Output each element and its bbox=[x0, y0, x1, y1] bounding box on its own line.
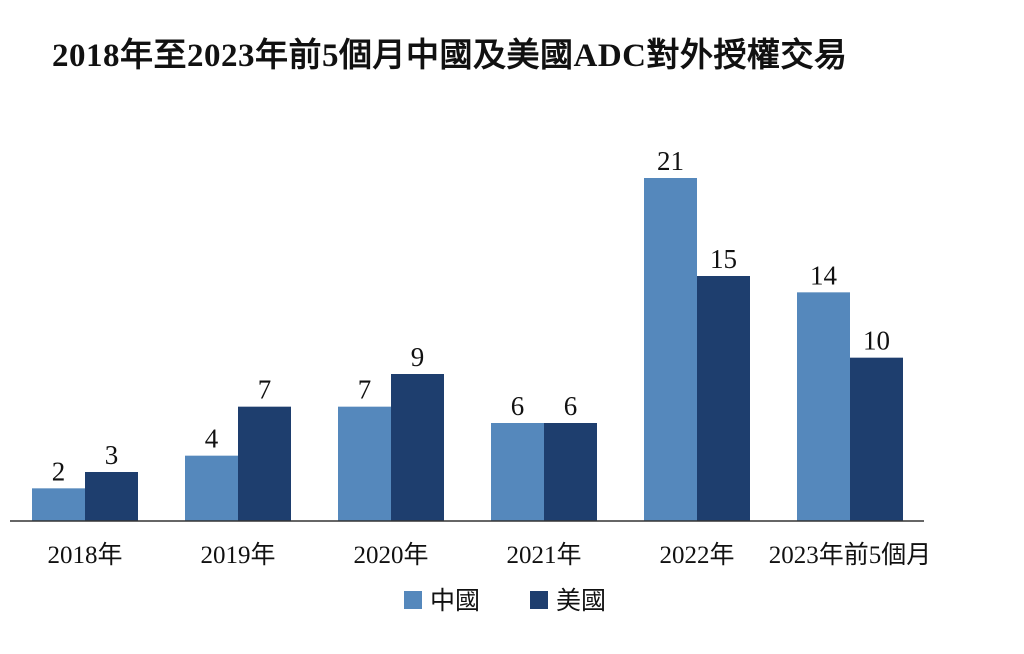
bar-usa-0 bbox=[85, 472, 138, 521]
value-label-usa-0: 3 bbox=[105, 440, 119, 470]
value-label-usa-3: 6 bbox=[564, 391, 578, 421]
value-label-china-5: 14 bbox=[810, 260, 838, 290]
bar-usa-4 bbox=[697, 276, 750, 521]
chart-title: 2018年至2023年前5個月中國及美國ADC對外授權交易 bbox=[52, 38, 848, 74]
bar-usa-5 bbox=[850, 357, 903, 521]
value-label-usa-4: 15 bbox=[710, 244, 737, 274]
value-label-usa-1: 7 bbox=[258, 375, 272, 405]
x-tick-label-2: 2020年 bbox=[353, 541, 428, 569]
value-label-usa-2: 9 bbox=[411, 342, 425, 372]
legend-label-usa: 美國 bbox=[556, 587, 606, 615]
value-label-china-4: 21 bbox=[657, 146, 684, 176]
bar-china-1 bbox=[185, 455, 238, 521]
x-tick-label-0: 2018年 bbox=[47, 541, 122, 569]
x-tick-label-5: 2023年前5個月 bbox=[769, 541, 932, 569]
bar-china-5 bbox=[797, 292, 850, 521]
x-tick-label-1: 2019年 bbox=[200, 541, 275, 569]
value-label-usa-5: 10 bbox=[863, 326, 890, 356]
x-tick-label-3: 2021年 bbox=[506, 541, 581, 569]
value-label-china-1: 4 bbox=[205, 424, 219, 454]
value-label-china-0: 2 bbox=[52, 456, 66, 486]
bar-usa-2 bbox=[391, 374, 444, 521]
bar-usa-1 bbox=[238, 406, 291, 521]
bar-china-3 bbox=[491, 423, 544, 521]
value-label-china-3: 6 bbox=[511, 391, 525, 421]
legend-swatch-usa bbox=[530, 591, 548, 609]
x-tick-label-4: 2022年 bbox=[659, 541, 734, 569]
value-label-china-2: 7 bbox=[358, 375, 372, 405]
bar-china-0 bbox=[32, 488, 85, 521]
legend-swatch-china bbox=[404, 591, 422, 609]
bar-china-4 bbox=[644, 178, 697, 521]
bar-usa-3 bbox=[544, 423, 597, 521]
legend-label-china: 中國 bbox=[430, 587, 480, 615]
bar-china-2 bbox=[338, 406, 391, 521]
